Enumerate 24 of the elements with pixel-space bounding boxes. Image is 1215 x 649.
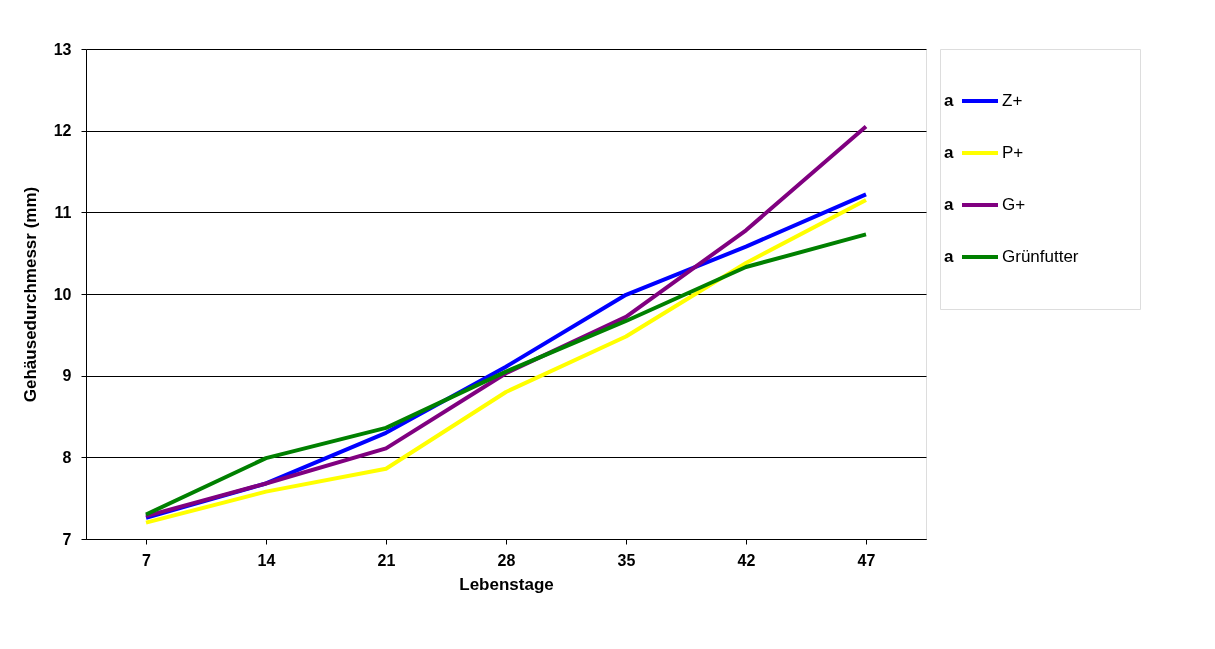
text: a [944,91,954,110]
x-tick-label: 28 [497,551,516,569]
y-tick-label: 12 [53,122,72,140]
text: a [944,247,954,266]
legend-label: P+ [1002,143,1024,162]
x-tick-label: 21 [377,551,396,569]
y-axis-title: Gehäusedurchmessr (mm) [20,186,40,403]
legend-label: Z+ [1002,91,1023,110]
x-tick-label: 35 [617,551,636,569]
y-tick-label: 9 [62,367,72,385]
y-tick-label: 13 [53,40,72,58]
y-tick-label: 7 [62,530,72,548]
x-tick-label: 42 [737,551,756,569]
text: a [944,143,954,162]
x-axis-title: Lebenstage [459,574,554,594]
x-tick-label: 14 [257,551,276,569]
legend-label: G+ [1002,195,1026,214]
text: a [944,195,954,214]
y-tick-label: 10 [53,285,72,303]
legend-label: Grünfutter [1002,247,1079,266]
y-tick-label: 11 [54,203,72,221]
x-tick-label: 47 [857,551,876,569]
x-tick-label: 7 [142,551,152,569]
y-tick-label: 8 [62,448,72,466]
